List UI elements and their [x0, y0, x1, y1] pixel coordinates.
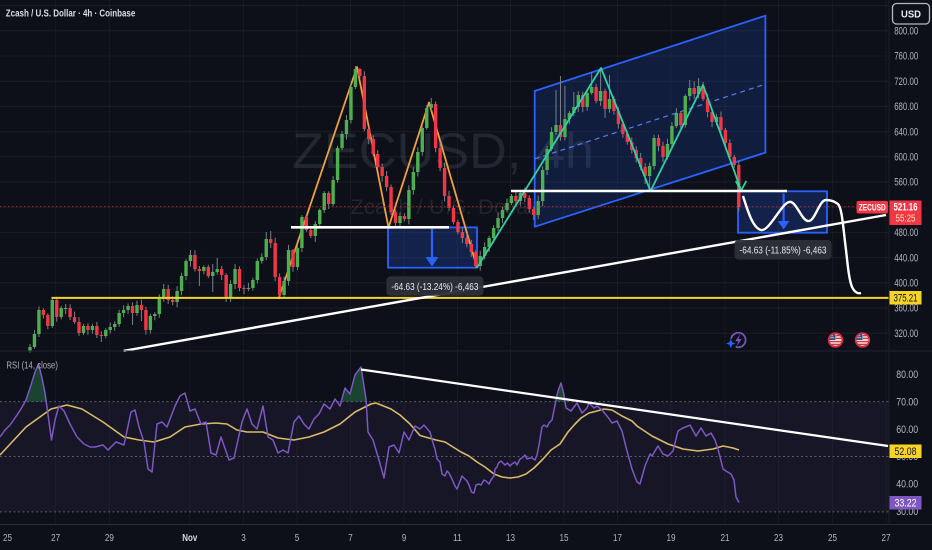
svg-text:80.00: 80.00 [896, 369, 918, 381]
svg-text:640.00: 640.00 [894, 126, 918, 138]
svg-text:13: 13 [506, 533, 515, 544]
svg-text:800.00: 800.00 [894, 26, 918, 38]
svg-text:440.00: 440.00 [894, 252, 918, 264]
svg-text:25: 25 [828, 533, 837, 544]
svg-text:RSI (14, close): RSI (14, close) [6, 361, 58, 372]
svg-text:ZECUSD: ZECUSD [859, 202, 886, 212]
svg-text:680.00: 680.00 [894, 101, 918, 113]
svg-text:60.00: 60.00 [896, 424, 918, 436]
svg-text:480.00: 480.00 [894, 227, 918, 239]
svg-text:29: 29 [105, 533, 114, 544]
svg-text:25: 25 [3, 533, 12, 544]
svg-text:15: 15 [560, 533, 569, 544]
svg-text:27: 27 [51, 533, 60, 544]
svg-text:760.00: 760.00 [894, 51, 918, 63]
svg-text:52.08: 52.08 [895, 446, 917, 458]
svg-text:-64.63 (-13.24%) -6,463: -64.63 (-13.24%) -6,463 [391, 282, 478, 293]
svg-text:720.00: 720.00 [894, 76, 918, 88]
svg-text:5: 5 [295, 533, 300, 544]
svg-text:19: 19 [667, 533, 676, 544]
svg-text:7: 7 [348, 533, 353, 544]
svg-text:600.00: 600.00 [894, 152, 918, 164]
svg-text:11: 11 [453, 533, 462, 544]
svg-text:375.21: 375.21 [894, 292, 918, 304]
svg-text:55:25: 55:25 [896, 214, 916, 225]
svg-text:33.22: 33.22 [895, 497, 917, 509]
svg-text:400.00: 400.00 [894, 278, 918, 290]
svg-text:17: 17 [613, 533, 622, 544]
svg-text:3: 3 [241, 533, 246, 544]
svg-text:560.00: 560.00 [894, 177, 918, 189]
svg-text:70.00: 70.00 [896, 396, 918, 408]
svg-text:360.00: 360.00 [894, 303, 918, 315]
svg-text:521.16: 521.16 [894, 202, 918, 214]
svg-text:-64.63 (-11.85%) -6,463: -64.63 (-11.85%) -6,463 [740, 246, 827, 257]
svg-text:40.00: 40.00 [896, 479, 918, 491]
svg-text:27: 27 [882, 533, 891, 544]
svg-text:320.00: 320.00 [894, 328, 918, 340]
svg-text:23: 23 [774, 533, 783, 544]
svg-text:Zcash / U.S. Dollar · 4h · Coi: Zcash / U.S. Dollar · 4h · Coinbase [6, 7, 136, 19]
svg-text:21: 21 [721, 533, 730, 544]
svg-text:Nov: Nov [182, 533, 197, 544]
svg-text:USD: USD [901, 9, 921, 21]
svg-text:9: 9 [402, 533, 407, 544]
